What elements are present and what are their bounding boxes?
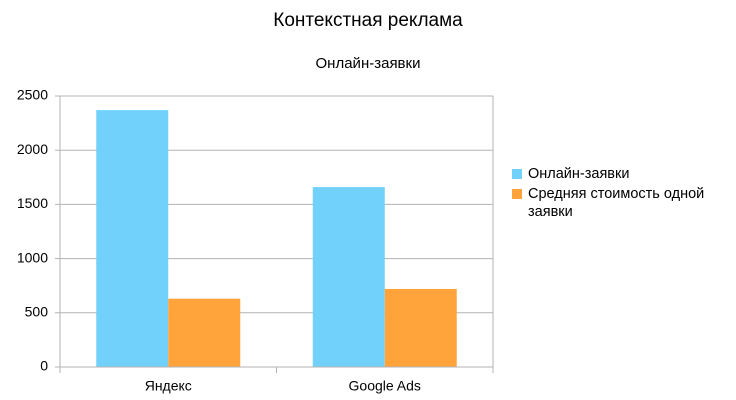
- x-tick-label: Google Ads: [349, 378, 421, 394]
- bar: [384, 288, 457, 367]
- legend-label: Средняя стоимость одной заявки: [528, 186, 705, 220]
- bar: [96, 110, 169, 367]
- y-tick-label: 500: [25, 304, 49, 320]
- y-tick-label: 1000: [17, 249, 48, 265]
- y-tick-label: 2500: [17, 87, 48, 103]
- y-tick-label: 2000: [17, 141, 48, 157]
- chart-title: Контекстная реклама: [273, 10, 463, 31]
- chart-subtitle: Онлайн-заявки: [316, 55, 421, 72]
- x-tick-label: Яндекс: [145, 378, 192, 394]
- y-tick-label: 0: [40, 358, 48, 374]
- legend-swatch: [512, 189, 522, 199]
- bar: [312, 187, 385, 367]
- legend-item: Средняя стоимость одной заявки: [512, 185, 736, 221]
- legend-label: Онлайн-заявки: [528, 166, 630, 182]
- legend-item: Онлайн-заявки: [512, 165, 736, 183]
- legend-swatch: [512, 169, 522, 179]
- bar: [168, 298, 241, 367]
- legend: Онлайн-заявки Средняя стоимость одной зая…: [512, 165, 736, 223]
- y-tick-label: 1500: [17, 195, 48, 211]
